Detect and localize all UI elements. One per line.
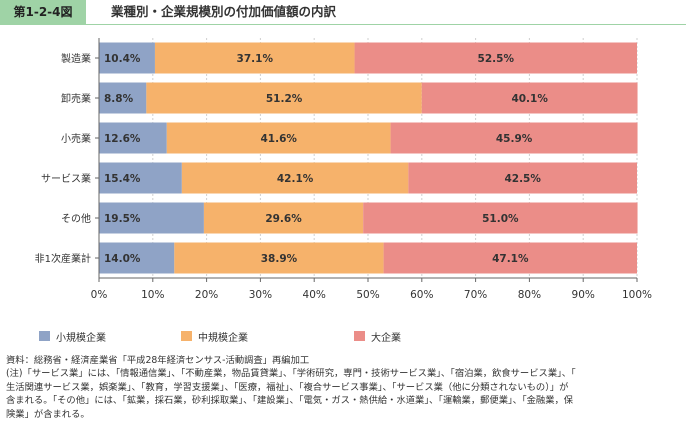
source-note: 資料：総務省・経済産業省「平成28年経済センサス-活動調査」再編加工 — [6, 355, 310, 366]
bar-segment — [363, 202, 638, 234]
bar-segment — [166, 122, 391, 154]
category-label: 製造業 — [61, 52, 91, 65]
legend-label-large: 大企業 — [371, 332, 401, 344]
x-tick-label: 40% — [303, 289, 326, 301]
header-divider — [0, 24, 686, 25]
bar-segment — [99, 242, 175, 274]
data-label: 10.4% — [104, 53, 141, 65]
data-label: 29.6% — [265, 213, 302, 225]
category-label: 小売業 — [61, 132, 91, 145]
bar-segment — [99, 82, 147, 114]
legend-swatch-medium — [181, 331, 192, 341]
data-label: 37.1% — [237, 53, 274, 65]
bar-segment — [354, 42, 637, 74]
footnote-line-3: 含まれる。「その他」には、「鉱業，採石業，砂利採取業」、「建設業」、「電気・ガス… — [6, 395, 574, 407]
bar-segment — [181, 162, 409, 194]
legend-item-large: 大企業 — [354, 329, 401, 344]
grid-layer — [152, 38, 638, 278]
bar-segment — [99, 42, 155, 74]
bar-segment — [99, 122, 167, 154]
data-label: 42.1% — [277, 173, 314, 185]
x-tick-label: 100% — [622, 289, 652, 301]
x-tick-label: 0% — [91, 289, 108, 301]
category-label: その他 — [61, 212, 91, 225]
figure-number-label: 第1-2-4図 — [0, 0, 86, 24]
bar-segment — [390, 122, 638, 154]
category-label: 卸売業 — [61, 92, 91, 105]
data-label: 52.5% — [478, 53, 515, 65]
footnote-line-4: 険業」が含まれる。 — [6, 408, 90, 420]
legend-swatch-large — [354, 331, 365, 341]
x-tick-label: 20% — [195, 289, 218, 301]
figure-header: 第1-2-4図 業種別・企業規模別の付加価値額の内訳 — [0, 0, 686, 25]
bar-segment — [383, 242, 637, 274]
bar-segment — [174, 242, 384, 274]
bar-segment — [203, 202, 364, 234]
bar-segment — [99, 202, 204, 234]
data-label: 45.9% — [496, 133, 533, 145]
figure-title: 業種別・企業規模別の付加価値額の内訳 — [111, 4, 337, 19]
data-label: 14.0% — [104, 253, 141, 265]
legend-label-small: 小規模企業 — [56, 332, 106, 344]
legend-item-small: 小規模企業 — [39, 329, 106, 344]
data-label: 38.9% — [261, 253, 298, 265]
data-label: 42.5% — [504, 173, 541, 185]
data-label: 41.6% — [260, 133, 297, 145]
x-tick-label: 50% — [356, 289, 379, 301]
axis-layer: 0% 10% 20% 30% 40% 50% 60% 70% 80% 90% 100% 製造業卸売業小… — [35, 38, 652, 301]
data-label: 8.8% — [104, 93, 134, 105]
bar-segment — [408, 162, 637, 194]
category-label: 非1次産業計 — [35, 252, 91, 265]
bar-segment — [154, 42, 355, 74]
x-tick-label: 80% — [518, 289, 541, 301]
x-tick-label: 60% — [410, 289, 433, 301]
x-tick-label: 70% — [464, 289, 487, 301]
data-label: 15.4% — [104, 173, 141, 185]
footnote-line-2: 生活関連サービス業，娯楽業」、「教育，学習支援業」、「医療，福祉」、「複合サービ… — [6, 381, 569, 393]
bar-segment — [421, 82, 638, 114]
data-label: 51.0% — [482, 213, 519, 225]
bars-layer: 10.4% 37.1% 52.5% 8.8% 51.2% 40.1% 12.6% 41.6% 4… — [99, 42, 638, 274]
data-label: 47.1% — [492, 253, 529, 265]
x-tick-label: 90% — [572, 289, 595, 301]
legend-item-medium: 中規模企業 — [181, 329, 248, 344]
stacked-bar-chart: 10.4% 37.1% 52.5% 8.8% 51.2% 40.1% 12.6% 41.6% 4… — [35, 38, 652, 301]
data-label: 12.6% — [104, 133, 141, 145]
chart-legend: 小規模企業 中規模企業 大企業 — [0, 329, 686, 344]
footnote-line-1: (注)「サービス業」には、「情報通信業」、「不動産業，物品賃貸業」、「学術研究，… — [6, 368, 576, 380]
legend-label-medium: 中規模企業 — [198, 332, 248, 344]
x-tick-label: 10% — [141, 289, 164, 301]
bar-segment — [146, 82, 422, 114]
legend-swatch-small — [39, 331, 50, 341]
data-label: 51.2% — [266, 93, 303, 105]
bar-segment — [99, 162, 182, 194]
category-label: サービス業 — [41, 172, 91, 185]
data-label: 19.5% — [104, 213, 141, 225]
x-tick-label: 30% — [249, 289, 272, 301]
figure-notes: 資料：総務省・経済産業省「平成28年経済センサス-活動調査」再編加工 (注)「サ… — [6, 354, 682, 421]
data-label: 40.1% — [511, 93, 548, 105]
